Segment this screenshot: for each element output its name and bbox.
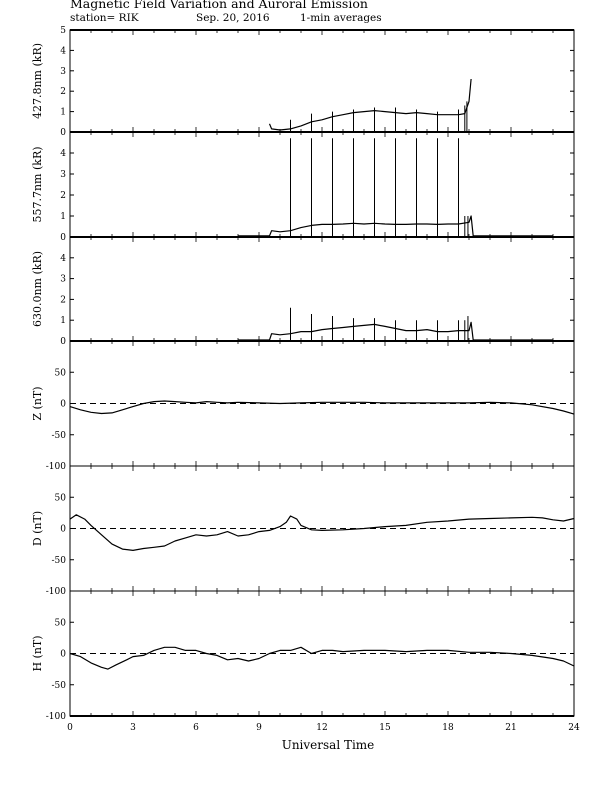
y-tick-label: 0 <box>60 650 66 660</box>
y-axis-label: Z (nT) <box>31 386 44 420</box>
y-tick-label: 4 <box>60 149 66 159</box>
y-tick-label: -50 <box>52 681 67 691</box>
date-label: Sep. 20, 2016 <box>196 12 270 24</box>
x-axis-label: Universal Time <box>282 738 375 752</box>
panel-frame <box>69 29 575 133</box>
x-tick-label: 9 <box>256 723 262 733</box>
series-line <box>69 400 575 415</box>
x-tick-label: 12 <box>316 723 327 733</box>
y-tick-label: 0 <box>60 233 66 243</box>
x-tick-label: 18 <box>442 723 454 733</box>
y-axis-label: 427.8nm (kR) <box>31 43 44 119</box>
panel-frame <box>69 236 575 342</box>
y-tick-label: 4 <box>60 46 66 56</box>
x-tick-label: 21 <box>505 723 516 733</box>
y-tick-label: -100 <box>46 462 66 472</box>
y-axis-label: 557.7nm (kR) <box>31 146 44 222</box>
station-label: station= RIK <box>70 12 139 24</box>
y-tick-label: 0 <box>60 337 66 347</box>
y-tick-label: 2 <box>60 87 66 97</box>
y-tick-label: 5 <box>60 26 66 36</box>
y-tick-label: 0 <box>60 128 66 138</box>
y-tick-label: 4 <box>60 254 66 264</box>
averaging-label: 1-min averages <box>300 12 382 24</box>
y-tick-label: 3 <box>60 170 66 180</box>
y-tick-label: 3 <box>60 275 66 285</box>
y-tick-label: 2 <box>60 295 66 305</box>
y-tick-label: 1 <box>60 108 66 118</box>
y-tick-label: 2 <box>60 191 66 201</box>
y-tick-label: 50 <box>55 618 67 628</box>
panel-frame <box>69 131 575 238</box>
y-tick-label: 1 <box>60 316 66 326</box>
x-tick-label: 6 <box>193 723 199 733</box>
y-tick-label: -100 <box>46 712 66 722</box>
y-tick-label: -50 <box>52 431 67 441</box>
x-tick-label: 3 <box>130 723 136 733</box>
y-tick-label: 3 <box>60 67 66 77</box>
y-tick-label: 0 <box>60 525 66 535</box>
x-tick-label: 0 <box>67 723 73 733</box>
y-tick-label: 50 <box>55 493 67 503</box>
x-tick-label: 15 <box>379 723 391 733</box>
series-line <box>268 78 472 131</box>
series-line <box>69 514 575 551</box>
y-tick-label: 0 <box>60 400 66 410</box>
y-tick-label: 1 <box>60 212 66 222</box>
y-axis-label: H (nT) <box>31 635 44 671</box>
y-axis-label: 630.0nm (kR) <box>31 251 44 327</box>
series-line <box>69 646 575 670</box>
y-tick-label: -100 <box>46 587 66 597</box>
x-tick-label: 24 <box>568 723 580 733</box>
y-axis-label: D (nT) <box>31 511 44 546</box>
chart-title: Magnetic Field Variation and Auroral Emi… <box>70 0 368 11</box>
y-tick-label: -50 <box>52 556 67 566</box>
y-tick-label: 50 <box>55 368 67 378</box>
